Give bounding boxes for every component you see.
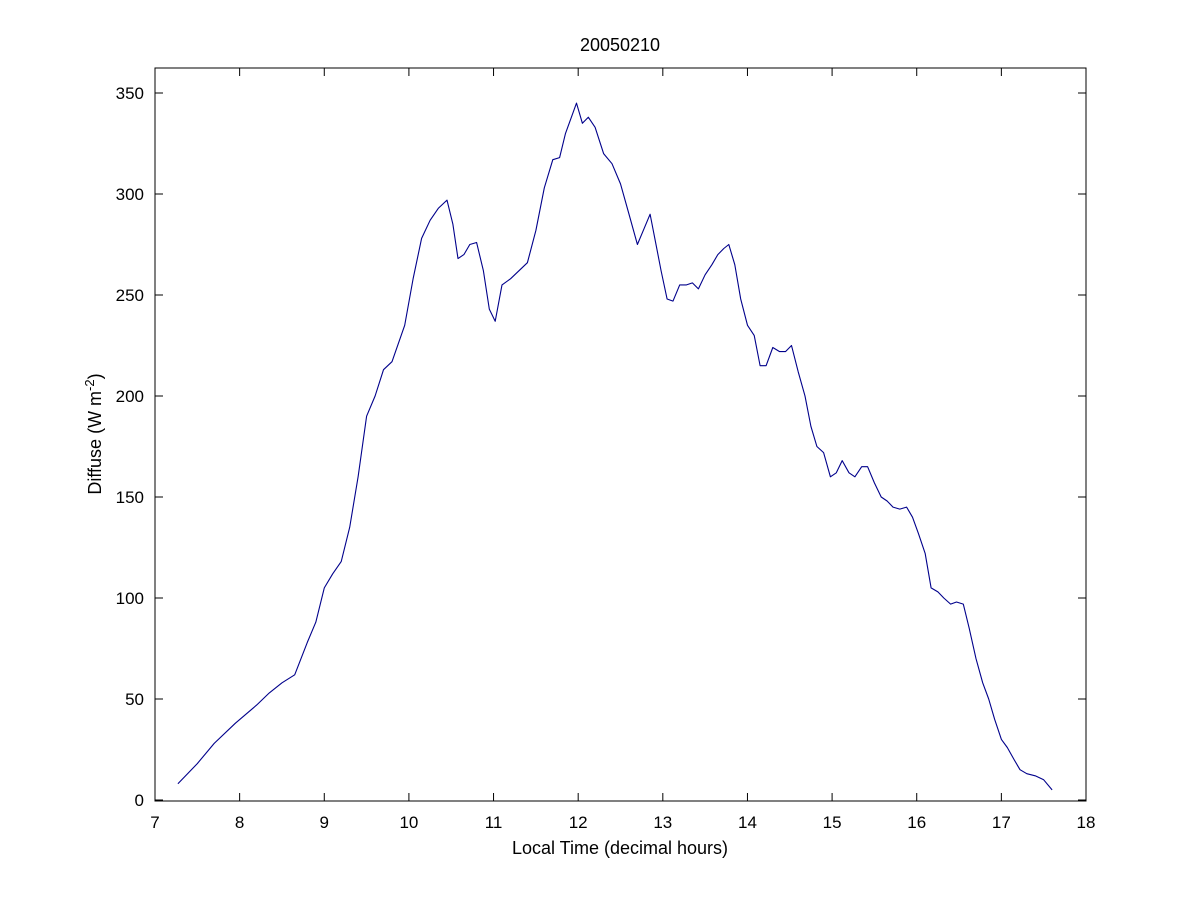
series-layer	[177, 102, 1053, 791]
y-tick-label: 300	[116, 185, 144, 204]
x-tick-label: 10	[399, 813, 418, 832]
x-axis-label: Local Time (decimal hours)	[512, 838, 728, 858]
y-tick-label: 100	[116, 589, 144, 608]
x-tick-label: 12	[569, 813, 588, 832]
y-axis-label: Diffuse (W m-2)	[82, 373, 105, 494]
x-tick-label: 8	[235, 813, 244, 832]
plot-area-frame	[154, 67, 1087, 802]
y-tick-label: 350	[116, 84, 144, 103]
chart-title: 20050210	[580, 35, 660, 55]
y-tick-label: 0	[135, 791, 144, 810]
y-tick-label: 200	[116, 387, 144, 406]
y-tick-label: 50	[125, 690, 144, 709]
series-line-0	[177, 102, 1053, 791]
x-tick-label: 18	[1077, 813, 1096, 832]
y-axis-label-text: Diffuse (W m	[85, 391, 105, 495]
x-tick-label: 9	[320, 813, 329, 832]
y-axis-label-superscript: -2	[82, 379, 97, 391]
x-tick-label: 17	[992, 813, 1011, 832]
y-tick-label: 150	[116, 488, 144, 507]
x-tick-label: 11	[485, 813, 503, 832]
x-tick-label: 7	[150, 813, 159, 832]
y-axis-label-close: )	[85, 373, 105, 379]
x-tick-label: 13	[653, 813, 672, 832]
x-tick-label: 16	[907, 813, 926, 832]
y-tick-label: 250	[116, 286, 144, 305]
x-tick-label: 15	[823, 813, 842, 832]
ticks-layer: 7 8 9 10 11 12 13 14 15 16 17 18 0 50 100 150 200 250 300 3…	[116, 68, 1096, 832]
x-tick-label: 14	[738, 813, 757, 832]
